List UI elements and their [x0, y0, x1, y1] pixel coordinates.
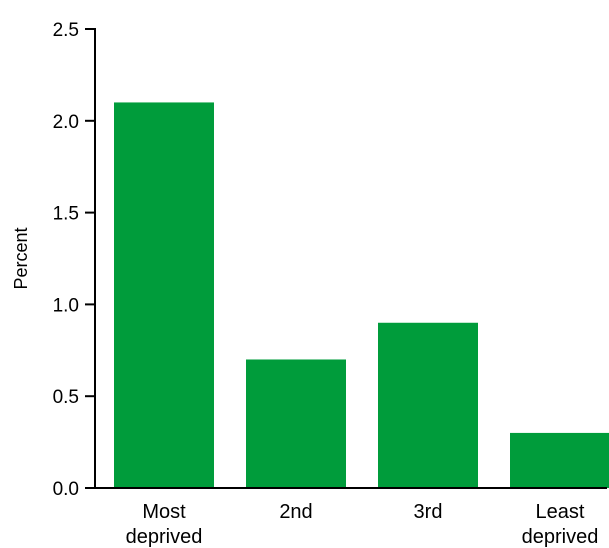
x-category-label-line: deprived — [522, 526, 599, 548]
y-tick-label: 1.0 — [53, 295, 79, 316]
bar — [378, 322, 478, 488]
y-tick-label: 0.0 — [53, 479, 79, 500]
x-category-label-line: Least — [536, 501, 585, 523]
y-axis-ticks: 0.0 0.5 1.0 1.5 2.0 2.5 — [53, 20, 95, 500]
x-category-label: Most deprived — [126, 501, 203, 548]
x-category-label: 3rd — [414, 501, 443, 523]
x-category-label: 2nd — [279, 501, 312, 523]
x-axis-labels: Most deprived 2nd 3rd Least deprived — [126, 501, 599, 548]
x-category-label-line: 3rd — [414, 501, 443, 523]
bars — [114, 102, 609, 488]
x-category-label-line: deprived — [126, 526, 203, 548]
y-tick-label: 2.0 — [53, 112, 79, 133]
x-category-label: Least deprived — [522, 501, 599, 548]
bar — [246, 359, 346, 488]
bar — [114, 102, 214, 488]
y-axis-title: Percent — [11, 227, 31, 289]
y-tick-label: 2.5 — [53, 20, 79, 41]
y-tick-label: 1.5 — [53, 204, 79, 225]
y-tick-label: 0.5 — [53, 387, 79, 408]
bar — [510, 432, 609, 488]
x-category-label-line: Most — [142, 501, 186, 523]
x-category-label-line: 2nd — [279, 501, 312, 523]
